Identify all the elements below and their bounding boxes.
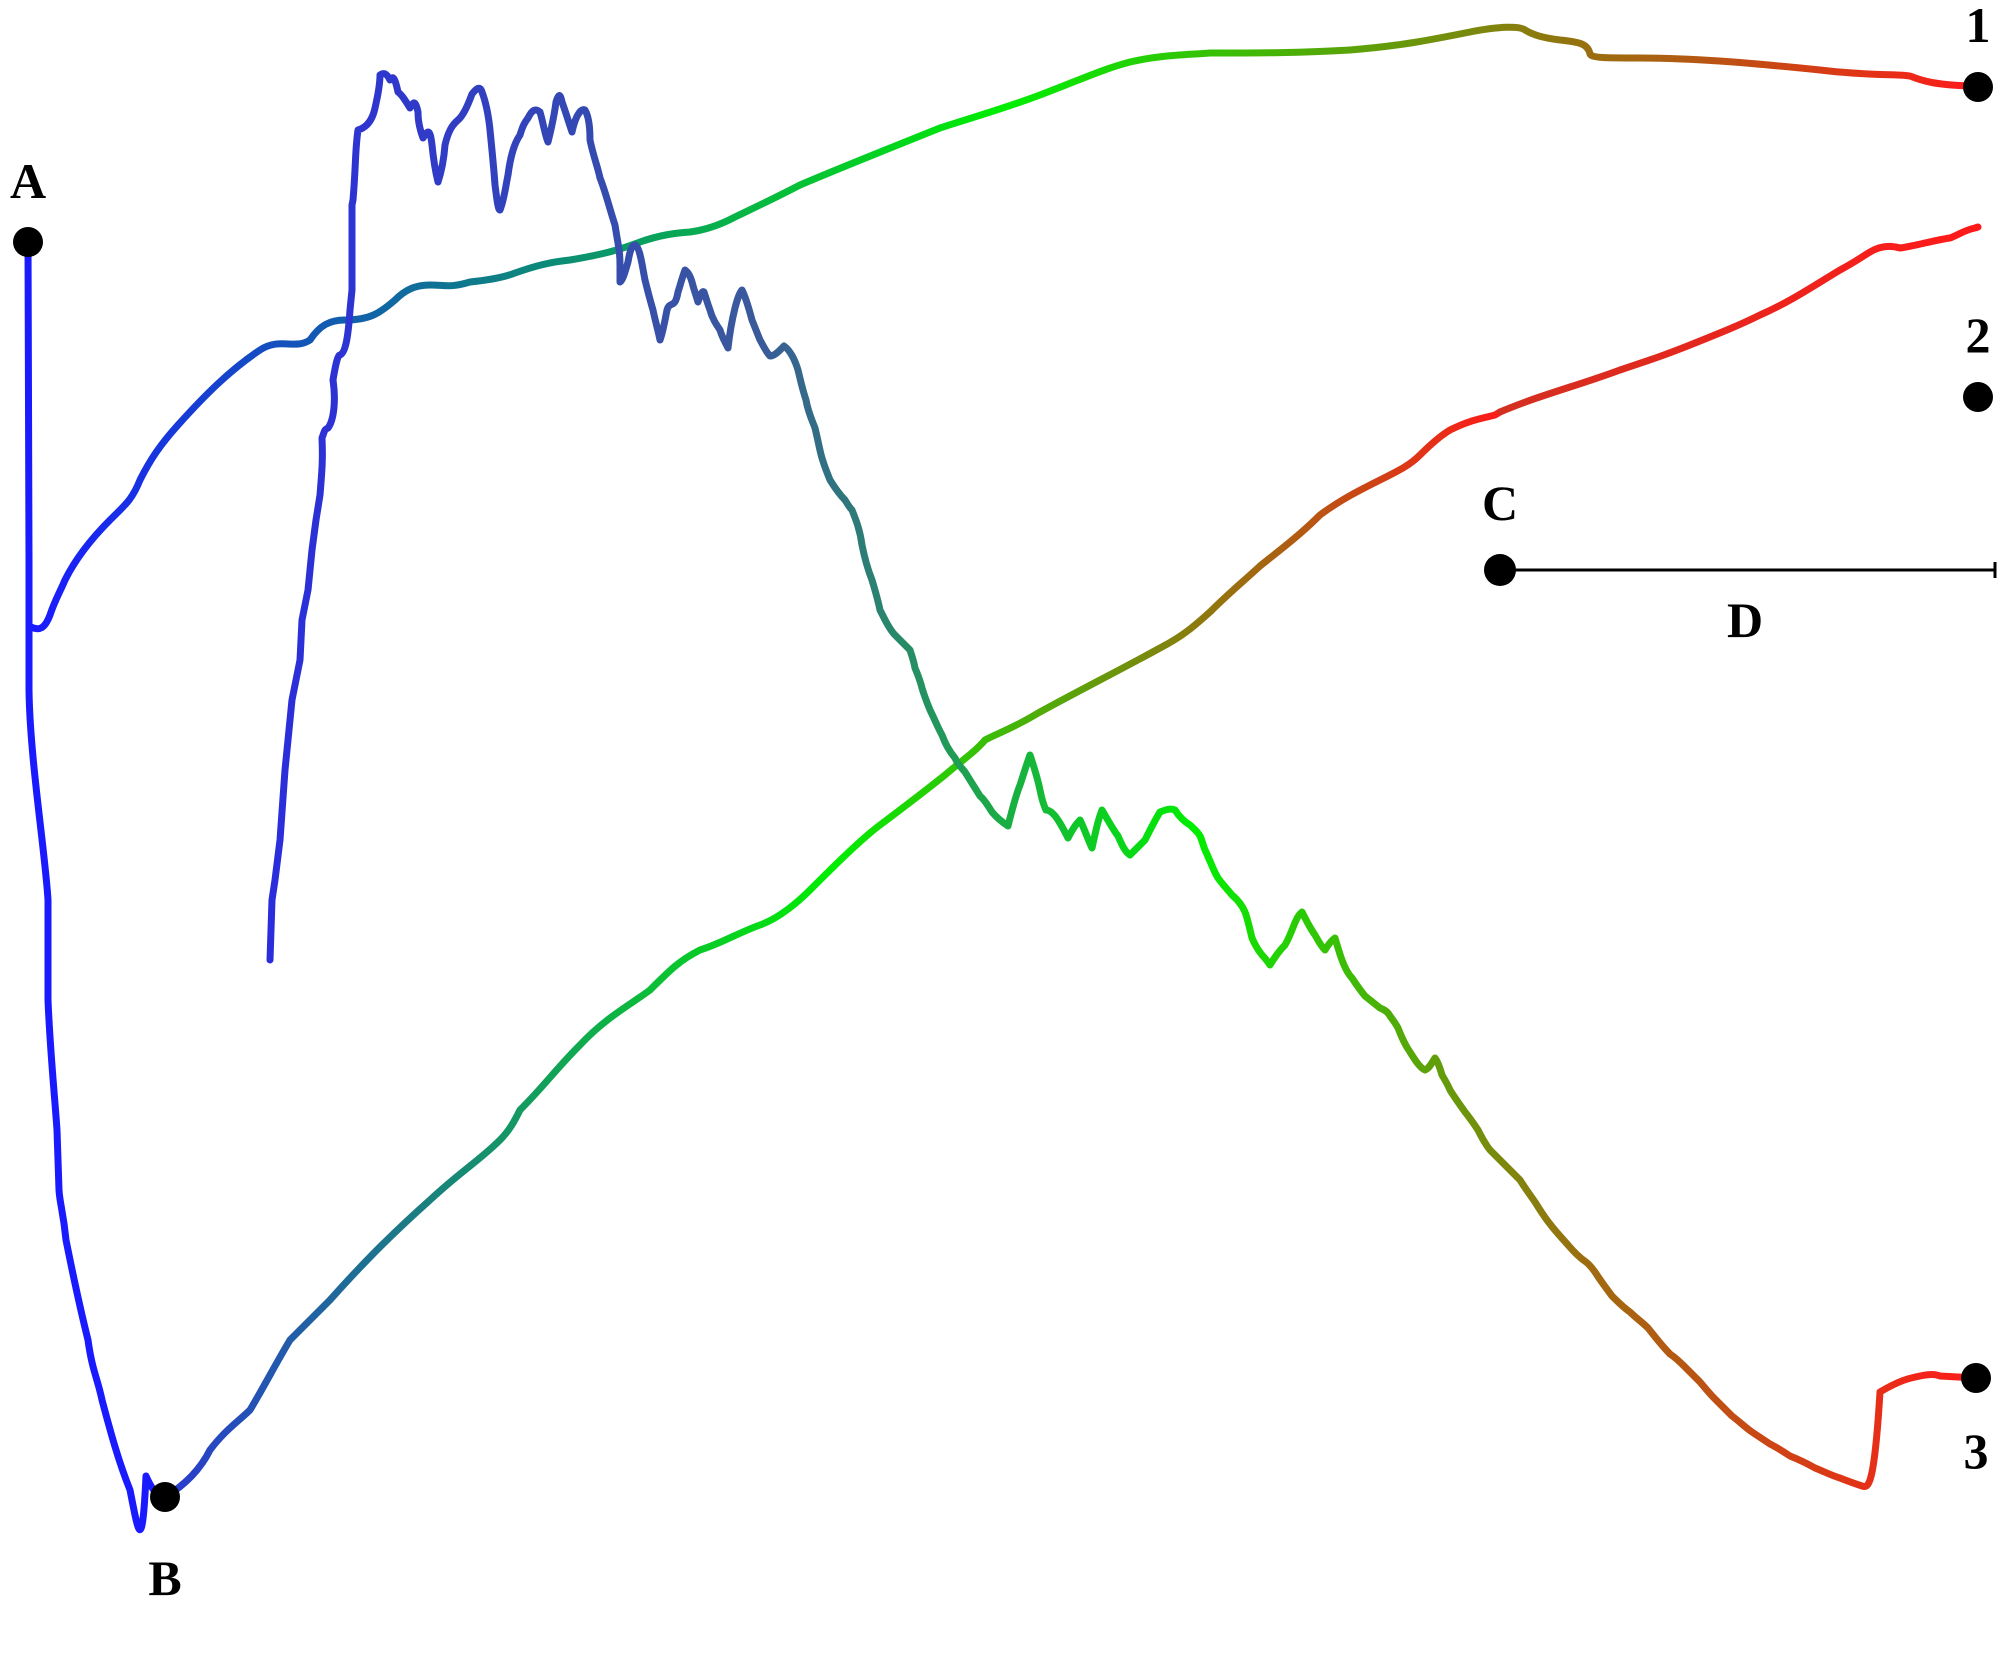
- node-c-dot: [1484, 554, 1516, 586]
- node-2-dot: [1963, 382, 1993, 412]
- path-jagged-to-end3: [266, 70, 1980, 1490]
- node-b-dot: [150, 1482, 180, 1512]
- node-a-label: A: [10, 153, 46, 209]
- node-1-dot: [1963, 72, 1993, 102]
- node-3-dot: [1961, 1363, 1991, 1393]
- path-b-to-c: [161, 408, 1504, 1501]
- node-c-label: C: [1482, 475, 1518, 531]
- path-c-to-end2: [1496, 223, 1982, 416]
- node-3-label: 3: [1964, 1423, 1989, 1479]
- node-2-label: 2: [1966, 307, 1991, 363]
- node-1-label: 1: [1966, 0, 1991, 53]
- measure-d-label: D: [1727, 592, 1763, 648]
- node-a-dot: [13, 227, 43, 257]
- path-a-to-b: [24, 238, 169, 1534]
- node-b-label: B: [148, 1550, 181, 1606]
- path-a-to-end1: [25, 23, 1984, 633]
